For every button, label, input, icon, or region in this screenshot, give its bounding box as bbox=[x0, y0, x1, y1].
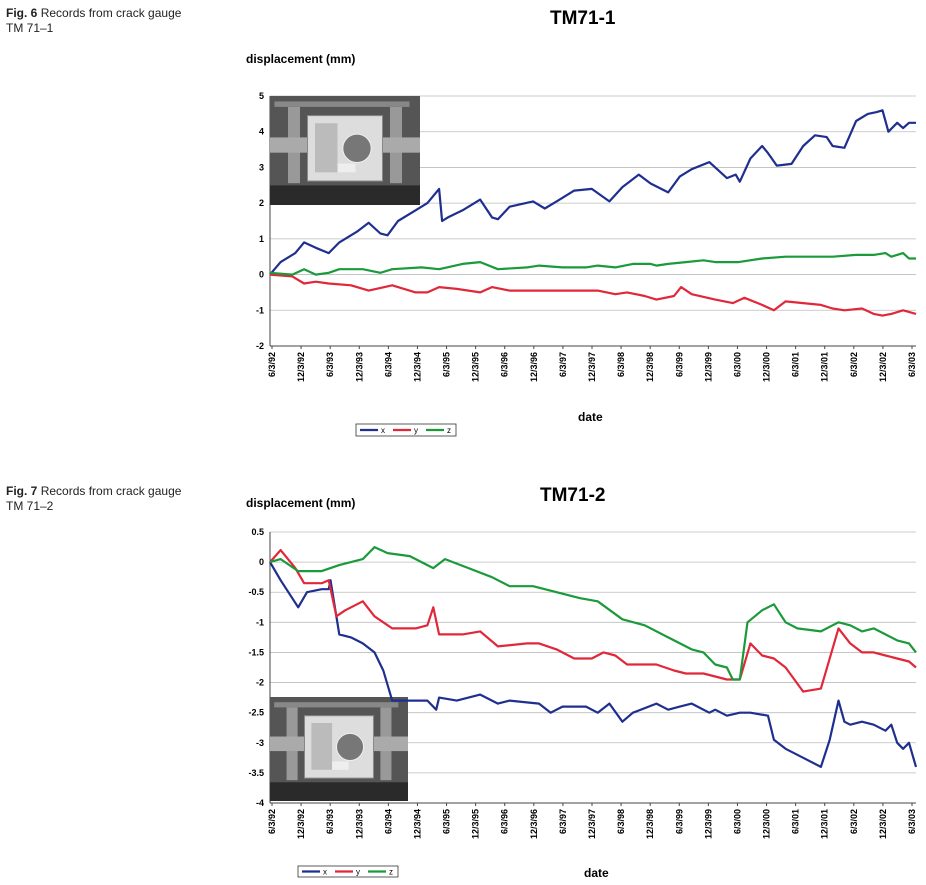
y-tick-label: -4 bbox=[256, 798, 264, 808]
chart-1-xlabel: date bbox=[578, 410, 603, 424]
x-tick-label: 12/3/94 bbox=[412, 809, 422, 839]
series-line-y bbox=[269, 548, 917, 693]
x-tick-label: 6/3/03 bbox=[907, 809, 917, 834]
x-tick-label: 6/3/01 bbox=[791, 809, 801, 834]
x-tick-label: 12/3/97 bbox=[587, 809, 597, 839]
x-tick-label: 12/3/01 bbox=[820, 809, 830, 839]
x-tick-label: 12/3/02 bbox=[878, 809, 888, 839]
series-line-z bbox=[269, 545, 917, 681]
chart-2-legend: x y z bbox=[297, 865, 399, 878]
inset-photo bbox=[270, 96, 420, 205]
figure-6-label: Fig. 6 bbox=[6, 6, 38, 20]
x-tick-label: 6/3/93 bbox=[325, 809, 335, 834]
x-tick-label: 12/3/97 bbox=[587, 352, 597, 382]
y-tick-label: 3 bbox=[259, 162, 264, 172]
y-tick-label: -0.5 bbox=[248, 587, 264, 597]
legend-label-x: x bbox=[323, 868, 327, 877]
series-line-x bbox=[269, 561, 918, 769]
chart-2-plot: 0.5 0 -0.5 -1 -1.5 -2 -2.5 -3 -3.5 -46/3/92 12/3/9… bbox=[248, 527, 918, 878]
x-tick-label: 6/3/95 bbox=[442, 809, 452, 834]
x-tick-label: 12/3/98 bbox=[645, 809, 655, 839]
x-tick-label: 6/3/94 bbox=[383, 352, 393, 377]
y-tick-label: 0 bbox=[259, 557, 264, 567]
x-tick-label: 12/3/95 bbox=[471, 809, 481, 839]
x-tick-label: 6/3/95 bbox=[442, 352, 452, 377]
x-tick-label: 6/3/94 bbox=[383, 809, 393, 834]
x-tick-label: 6/3/93 bbox=[325, 352, 335, 377]
series-line-y bbox=[269, 273, 917, 317]
x-tick-label: 6/3/99 bbox=[674, 809, 684, 834]
x-tick-label: 12/3/96 bbox=[529, 352, 539, 382]
x-tick-label: 6/3/97 bbox=[558, 352, 568, 377]
legend-label-z: z bbox=[389, 868, 393, 877]
x-tick-label: 12/3/94 bbox=[412, 352, 422, 382]
x-tick-label: 6/3/98 bbox=[616, 809, 626, 834]
x-tick-label: 12/3/92 bbox=[296, 809, 306, 839]
y-tick-label: -1.5 bbox=[248, 647, 264, 657]
y-tick-label: 4 bbox=[259, 127, 264, 137]
figure-7-caption-line2: TM 71–2 bbox=[6, 499, 54, 513]
x-tick-label: 12/3/95 bbox=[471, 352, 481, 382]
figure-6-caption: Fig. 6 Records from crack gauge TM 71–1 bbox=[6, 6, 181, 36]
figure-6-caption-line2: TM 71–1 bbox=[6, 21, 54, 35]
x-tick-label: 12/3/00 bbox=[762, 352, 772, 382]
chart-1-ylabel: displacement (mm) bbox=[246, 52, 356, 66]
inset-photo bbox=[270, 697, 408, 801]
x-tick-label: 6/3/96 bbox=[500, 352, 510, 377]
x-tick-label: 6/3/92 bbox=[267, 352, 277, 377]
y-tick-label: -2 bbox=[256, 678, 264, 688]
x-tick-label: 12/3/00 bbox=[762, 809, 772, 839]
x-tick-label: 12/3/01 bbox=[820, 352, 830, 382]
legend-label-x: x bbox=[381, 426, 385, 435]
y-tick-label: -1 bbox=[256, 305, 264, 315]
chart-1-plot: 5 4 3 2 1 0 -1 -26/3/92 12/3/92 6/3/93 12/3/93 6/3/… bbox=[256, 91, 917, 437]
x-tick-label: 6/3/99 bbox=[674, 352, 684, 377]
x-tick-label: 6/3/02 bbox=[849, 809, 859, 834]
x-tick-label: 6/3/98 bbox=[616, 352, 626, 377]
y-tick-label: -2.5 bbox=[248, 708, 264, 718]
x-tick-label: 12/3/92 bbox=[296, 352, 306, 382]
y-tick-label: 2 bbox=[259, 198, 264, 208]
legend-label-z: z bbox=[447, 426, 451, 435]
x-tick-label: 6/3/96 bbox=[500, 809, 510, 834]
series-line-x bbox=[269, 109, 916, 276]
figure-6-caption-text: Records from crack gauge bbox=[40, 6, 182, 20]
x-tick-label: 6/3/00 bbox=[732, 352, 742, 377]
figure-7-caption: Fig. 7 Records from crack gauge TM 71–2 bbox=[6, 484, 181, 514]
x-tick-label: 6/3/92 bbox=[267, 809, 277, 834]
y-tick-label: -1 bbox=[256, 617, 264, 627]
y-tick-label: -2 bbox=[256, 341, 264, 351]
x-tick-label: 12/3/93 bbox=[354, 352, 364, 382]
x-tick-label: 6/3/97 bbox=[558, 809, 568, 834]
x-tick-label: 12/3/96 bbox=[529, 809, 539, 839]
legend-label-y: y bbox=[414, 426, 418, 435]
chart-2-ylabel: displacement (mm) bbox=[246, 496, 356, 510]
y-tick-label: -3 bbox=[256, 738, 264, 748]
figure-7-label: Fig. 7 bbox=[6, 484, 38, 498]
chart-1-legend: x y z bbox=[355, 423, 457, 437]
x-tick-label: 12/3/02 bbox=[878, 352, 888, 382]
y-tick-label: -3.5 bbox=[248, 768, 264, 778]
x-tick-label: 12/3/99 bbox=[703, 809, 713, 839]
x-tick-label: 12/3/93 bbox=[354, 809, 364, 839]
y-tick-label: 0 bbox=[259, 270, 264, 280]
chart-2-xlabel: date bbox=[584, 866, 609, 880]
x-tick-label: 6/3/02 bbox=[849, 352, 859, 377]
x-tick-label: 6/3/01 bbox=[791, 352, 801, 377]
x-tick-label: 6/3/03 bbox=[907, 352, 917, 377]
x-tick-label: 6/3/00 bbox=[732, 809, 742, 834]
y-tick-label: 0.5 bbox=[251, 527, 264, 537]
figure-7-caption-text: Records from crack gauge bbox=[40, 484, 182, 498]
series-line-z bbox=[269, 252, 916, 276]
chart-1-title: TM71-1 bbox=[550, 8, 616, 29]
legend-label-y: y bbox=[356, 868, 360, 877]
x-tick-label: 12/3/99 bbox=[703, 352, 713, 382]
y-tick-label: 5 bbox=[259, 91, 264, 101]
chart-2-title: TM71-2 bbox=[540, 485, 606, 506]
y-tick-label: 1 bbox=[259, 234, 264, 244]
x-tick-label: 12/3/98 bbox=[645, 352, 655, 382]
